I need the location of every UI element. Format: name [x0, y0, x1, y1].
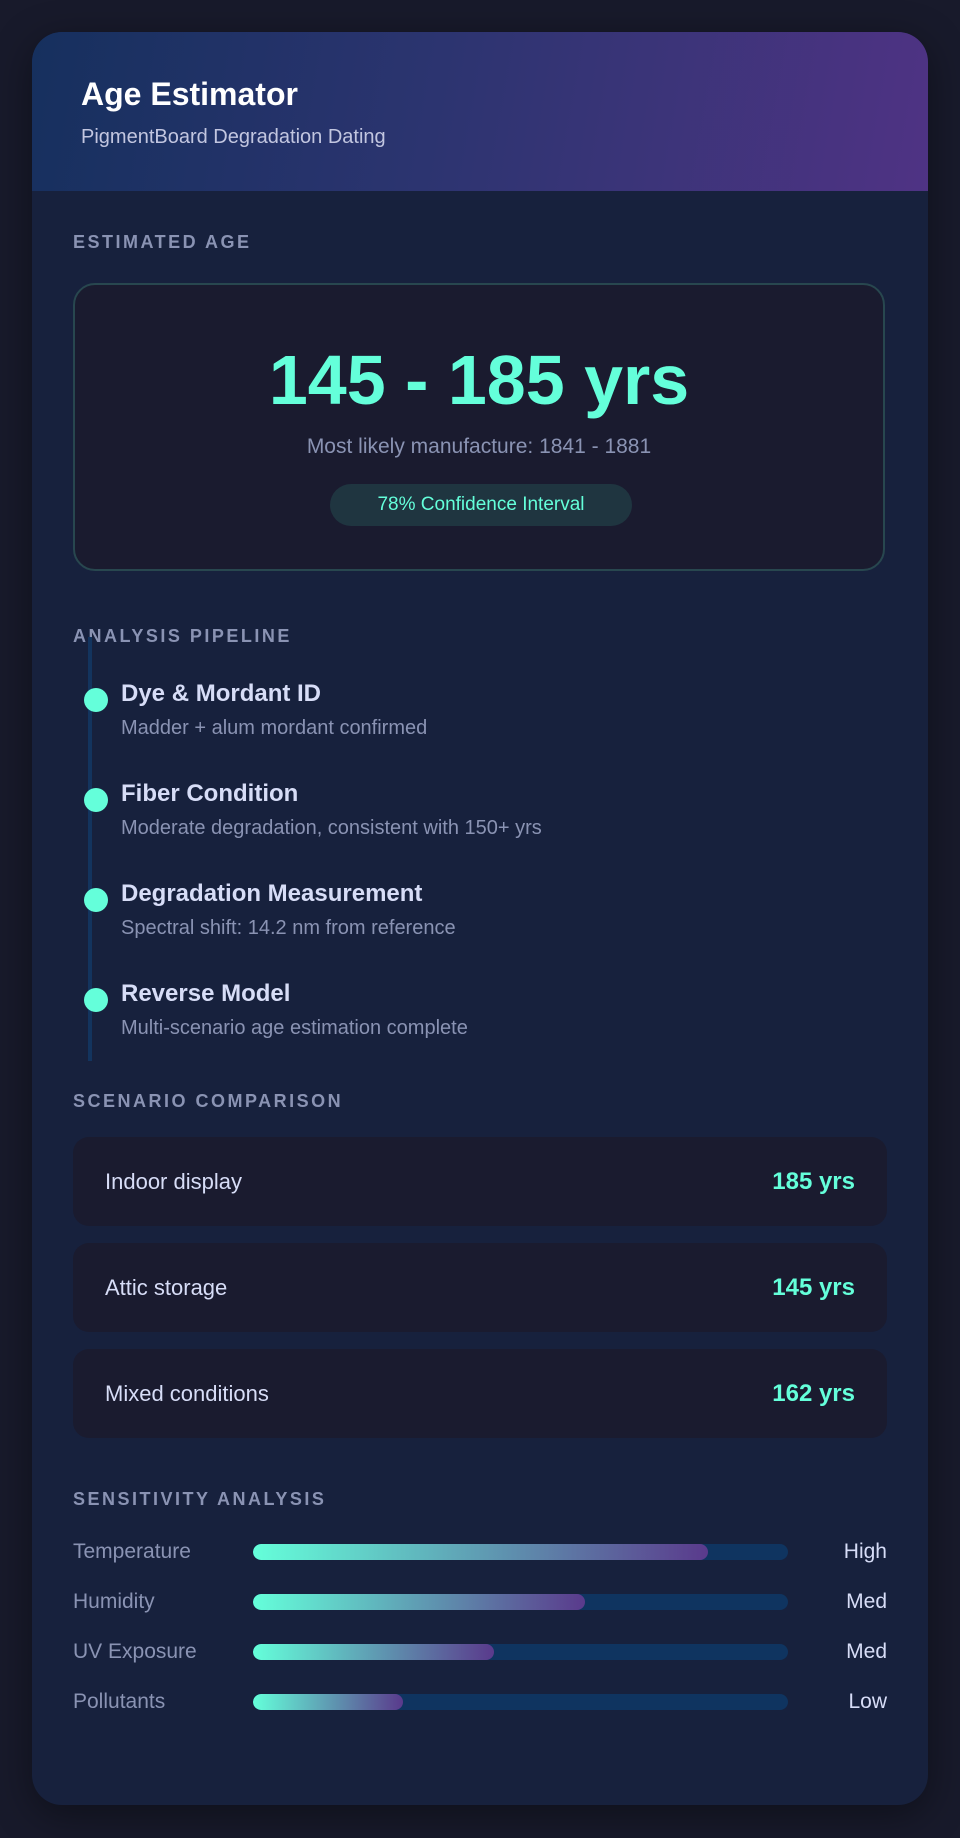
step-title: Dye & Mordant ID	[121, 680, 322, 707]
sensitivity-bar-track	[253, 1694, 788, 1710]
sensitivity-label: Temperature	[73, 1540, 191, 1563]
pipeline-step: Degradation Measurement Spectral shift: …	[84, 880, 884, 970]
scenario-label: Mixed conditions	[105, 1381, 269, 1406]
scenario-label: Indoor display	[105, 1169, 242, 1194]
confidence-badge: 78% Confidence Interval	[330, 484, 632, 526]
sensitivity-bar-fill	[253, 1644, 494, 1660]
sensitivity-label: UV Exposure	[73, 1640, 197, 1663]
header: Age Estimator PigmentBoard Degradation D…	[32, 32, 928, 191]
step-complete-dot-icon	[84, 888, 108, 912]
section-label-estimated-age: ESTIMATED AGE	[73, 232, 252, 252]
step-complete-dot-icon	[84, 988, 108, 1012]
scenario-row: Mixed conditions 162 yrs	[73, 1349, 887, 1438]
scenario-value: 145 yrs	[772, 1274, 855, 1301]
pipeline-step: Reverse Model Multi-scenario age estimat…	[84, 980, 884, 1070]
estimated-age-box: 145 - 185 yrs Most likely manufacture: 1…	[73, 283, 885, 571]
sensitivity-level: Low	[848, 1690, 887, 1713]
pipeline-step: Dye & Mordant ID Madder + alum mordant c…	[84, 680, 884, 770]
step-title: Fiber Condition	[121, 780, 299, 807]
sensitivity-level: Med	[846, 1640, 887, 1663]
step-title: Degradation Measurement	[121, 880, 423, 907]
sensitivity-bar-fill	[253, 1594, 585, 1610]
scenario-row: Attic storage 145 yrs	[73, 1243, 887, 1332]
step-complete-dot-icon	[84, 688, 108, 712]
sensitivity-row: Humidity Med	[73, 1587, 887, 1617]
sensitivity-bar-fill	[253, 1694, 403, 1710]
step-complete-dot-icon	[84, 788, 108, 812]
scenario-value: 162 yrs	[772, 1380, 855, 1407]
sensitivity-row: Temperature High	[73, 1537, 887, 1567]
pipeline-line	[88, 637, 92, 1061]
section-label-scenarios: SCENARIO COMPARISON	[73, 1091, 344, 1111]
step-description: Spectral shift: 14.2 nm from reference	[121, 917, 456, 939]
step-description: Multi-scenario age estimation complete	[121, 1017, 468, 1039]
sensitivity-bar-track	[253, 1644, 788, 1660]
page-subtitle: PigmentBoard Degradation Dating	[81, 126, 386, 148]
sensitivity-row: UV Exposure Med	[73, 1637, 887, 1667]
sensitivity-row: Pollutants Low	[73, 1687, 887, 1717]
step-description: Moderate degradation, consistent with 15…	[121, 817, 542, 839]
age-estimator-card: Age Estimator PigmentBoard Degradation D…	[32, 32, 928, 1805]
step-title: Reverse Model	[121, 980, 291, 1007]
scenario-row: Indoor display 185 yrs	[73, 1137, 887, 1226]
section-label-sensitivity: SENSITIVITY ANALYSIS	[73, 1489, 327, 1509]
sensitivity-level: High	[843, 1540, 887, 1563]
section-label-pipeline: ANALYSIS PIPELINE	[73, 626, 292, 646]
sensitivity-label: Humidity	[73, 1590, 155, 1613]
sensitivity-label: Pollutants	[73, 1690, 166, 1713]
age-range: 145 - 185 yrs	[268, 341, 690, 419]
step-description: Madder + alum mordant confirmed	[121, 717, 428, 739]
sensitivity-bar-fill	[253, 1544, 708, 1560]
scenario-value: 185 yrs	[772, 1168, 855, 1195]
sensitivity-level: Med	[846, 1590, 887, 1613]
sensitivity-bar-track	[253, 1544, 788, 1560]
sensitivity-bar-track	[253, 1594, 788, 1610]
scenario-label: Attic storage	[105, 1275, 228, 1300]
manufacture-range: Most likely manufacture: 1841 - 1881	[306, 435, 652, 458]
pipeline-step: Fiber Condition Moderate degradation, co…	[84, 780, 884, 870]
page-title: Age Estimator	[81, 76, 298, 112]
